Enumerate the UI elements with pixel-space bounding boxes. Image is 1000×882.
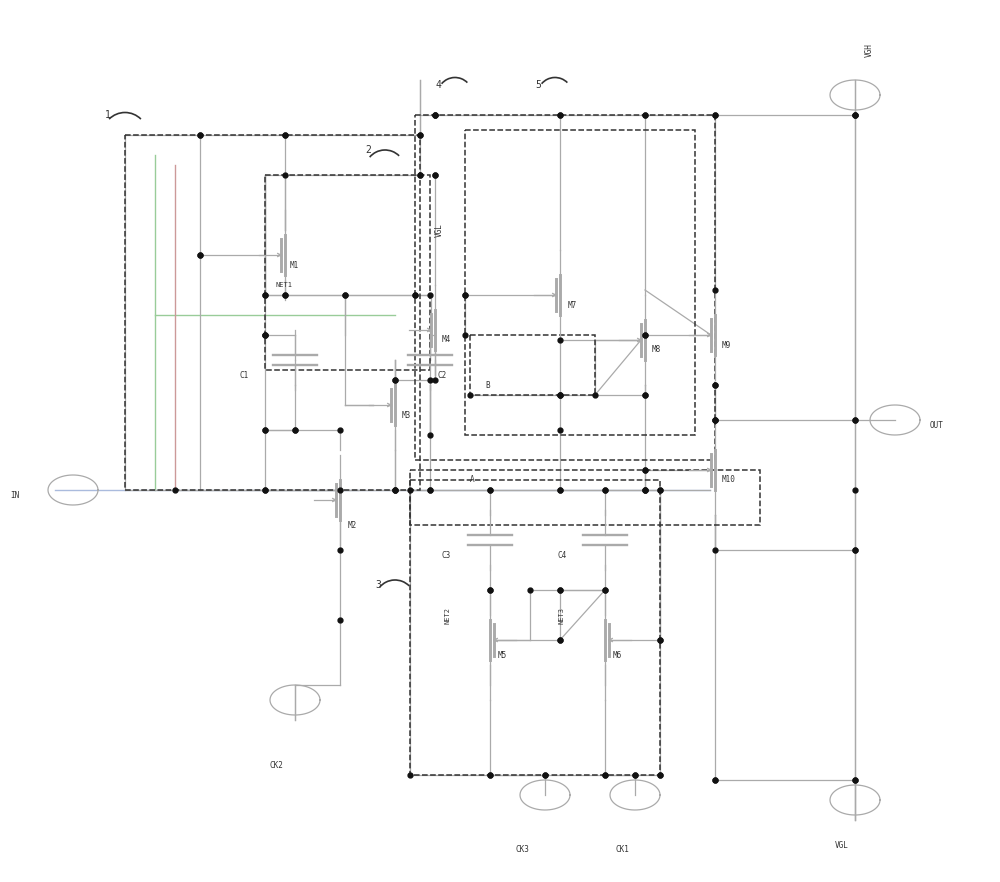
Text: 4: 4: [435, 80, 441, 90]
Text: 2: 2: [365, 145, 371, 155]
Text: C4: C4: [558, 550, 567, 559]
Text: NET3: NET3: [558, 607, 564, 624]
Text: CK3: CK3: [515, 846, 529, 855]
Text: NET2: NET2: [445, 607, 451, 624]
Text: M8: M8: [652, 346, 661, 355]
Bar: [125, 135, 420, 490]
Text: OUT: OUT: [930, 421, 944, 430]
Text: B: B: [485, 380, 490, 390]
Text: M7: M7: [568, 301, 577, 310]
Text: NET1: NET1: [275, 282, 292, 288]
Text: 3: 3: [375, 580, 381, 590]
Text: 5: 5: [535, 80, 541, 90]
Bar: [415, 115, 715, 460]
Text: M6: M6: [613, 651, 622, 660]
Text: M5: M5: [498, 651, 507, 660]
Text: VGL: VGL: [435, 223, 444, 237]
Text: M10: M10: [722, 475, 736, 484]
Text: CK2: CK2: [270, 760, 284, 769]
Text: C2: C2: [438, 370, 447, 379]
Text: M4: M4: [442, 335, 451, 345]
Text: A: A: [470, 475, 475, 484]
Bar: [410, 480, 660, 775]
Bar: [465, 130, 695, 435]
Bar: [470, 335, 595, 395]
Text: C3: C3: [442, 550, 451, 559]
Text: M3: M3: [402, 410, 411, 420]
Text: M1: M1: [290, 260, 299, 270]
Text: IN: IN: [10, 490, 19, 499]
Bar: [265, 175, 430, 370]
Text: 1: 1: [105, 110, 111, 120]
Text: VGL: VGL: [835, 841, 849, 849]
Text: M9: M9: [722, 340, 731, 349]
Text: CK1: CK1: [615, 846, 629, 855]
Text: M2: M2: [348, 520, 357, 529]
Bar: [410, 470, 760, 525]
Text: VGH: VGH: [865, 43, 874, 57]
Text: C1: C1: [240, 370, 249, 379]
